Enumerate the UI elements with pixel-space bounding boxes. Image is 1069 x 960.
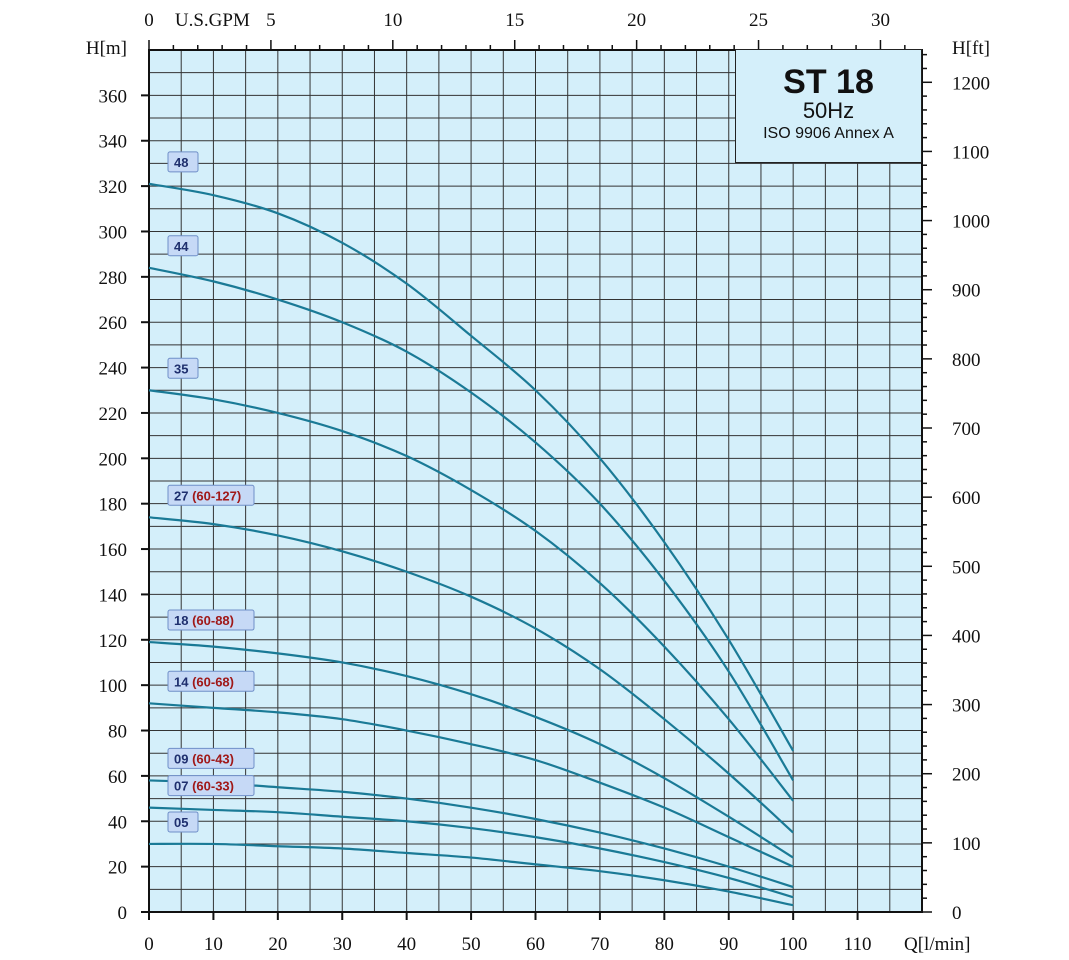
series-label-box [167,357,199,379]
y2-tick-label: 100 [952,834,981,855]
x-tick-label: 90 [719,934,738,955]
series-label-48: 48 [167,151,199,173]
y-tick-label: 20 [108,858,127,879]
y-tick-label: 40 [108,812,127,833]
x2-tick-label: 25 [749,10,768,31]
y-tick-label: 80 [108,722,127,743]
y2-axis-label: H[ft] [952,38,990,59]
x2-tick-label: 30 [871,10,890,31]
y2-tick-label: 900 [952,281,981,302]
chart-subtitle: 50Hz [802,98,855,123]
x-axis-label: Q[l/min] [904,934,971,955]
series-label-09: 09 (60-43) [167,747,255,769]
y2-tick-label: 800 [952,350,981,371]
y-tick-label: 0 [118,903,128,924]
y-tick-label: 220 [99,404,128,425]
series-label-box [167,747,255,769]
series-label-box [167,484,255,506]
y-axis-label: H[m] [86,38,127,59]
series-label-27: 27 (60-127) [167,484,255,506]
x2-axis-label: U.S.GPM [175,10,250,31]
y-tick-label: 180 [99,495,128,516]
series-label-18: 18 (60-88) [167,609,255,631]
x-tick-label: 110 [844,934,872,955]
x-tick-label: 70 [590,934,609,955]
y2-tick-label: 500 [952,557,981,578]
curve-27 [148,516,794,834]
y2-tick-label: 700 [952,419,981,440]
series-label-text: 44 [174,239,189,254]
curve-18 [148,640,794,859]
y2-tick-label: 0 [952,903,962,924]
curve-48 [148,182,795,752]
y2-tick-label: 200 [952,765,981,786]
x-tick-label: 80 [655,934,674,955]
y-tick-label: 320 [99,177,128,198]
series-label-text: 07 (60-33) [174,779,234,794]
curve-44 [148,266,795,781]
chart-note: ISO 9906 Annex A [763,125,894,142]
curve-09 [148,779,794,889]
x2-tick-label: 5 [266,10,276,31]
y-tick-label: 60 [108,767,127,788]
x2-tick-label: 15 [505,10,524,31]
series-label-text: 48 [174,155,188,170]
y2-tick-label: 1200 [952,73,990,94]
y2-tick-label: 400 [952,626,981,647]
series-label-07: 07 (60-33) [167,775,255,797]
series-label-box [167,151,199,173]
y-tick-label: 140 [99,585,128,606]
y-tick-label: 300 [99,222,128,243]
series-label-text: 14 (60-68) [174,674,234,689]
x2-tick-label: 0 [144,10,154,31]
x-tick-label: 20 [268,934,287,955]
x-tick-label: 40 [397,934,416,955]
series-label-text: 09 (60-43) [174,751,234,766]
curve-07 [148,806,794,899]
series-label-text: 27 (60-127) [174,488,241,503]
series-label-35: 35 [167,357,199,379]
y-tick-label: 280 [99,268,128,289]
title-box: ST 18 50Hz ISO 9906 Annex A [735,49,922,163]
curve-14 [148,702,794,868]
series-label-box [167,670,255,692]
y-tick-label: 260 [99,313,128,334]
y2-tick-label: 1100 [952,142,989,163]
x-tick-label: 0 [144,934,154,955]
x-tick-label: 30 [333,934,352,955]
x2-tick-label: 20 [627,10,646,31]
y-tick-label: 240 [99,359,128,380]
series-label-box [167,609,255,631]
series-label-box [167,235,199,257]
y-tick-label: 200 [99,449,128,470]
y-tick-label: 360 [99,86,128,107]
series-label-44: 44 [167,235,199,257]
x-tick-label: 100 [779,934,808,955]
x-tick-label: 10 [204,934,223,955]
series-label-14: 14 (60-68) [167,670,255,692]
y-tick-label: 340 [99,132,128,153]
series-label-text: 18 (60-88) [174,613,234,628]
x-tick-label: 60 [526,934,545,955]
series-label-text: 35 [174,361,188,376]
x2-tick-label: 10 [383,10,402,31]
series-label-text: 05 [174,815,188,830]
y2-tick-label: 300 [952,696,981,717]
y-tick-label: 100 [99,676,128,697]
curve-05 [148,842,794,907]
chart-title: ST 18 [783,63,874,101]
y2-tick-label: 600 [952,488,981,509]
y-tick-label: 160 [99,540,128,561]
series-label-box [167,811,199,833]
curve-35 [148,389,795,802]
y-tick-label: 120 [99,631,128,652]
y2-tick-label: 1000 [952,212,990,233]
x-tick-label: 50 [462,934,481,955]
series-label-05: 05 [167,811,199,833]
series-label-box [167,775,255,797]
